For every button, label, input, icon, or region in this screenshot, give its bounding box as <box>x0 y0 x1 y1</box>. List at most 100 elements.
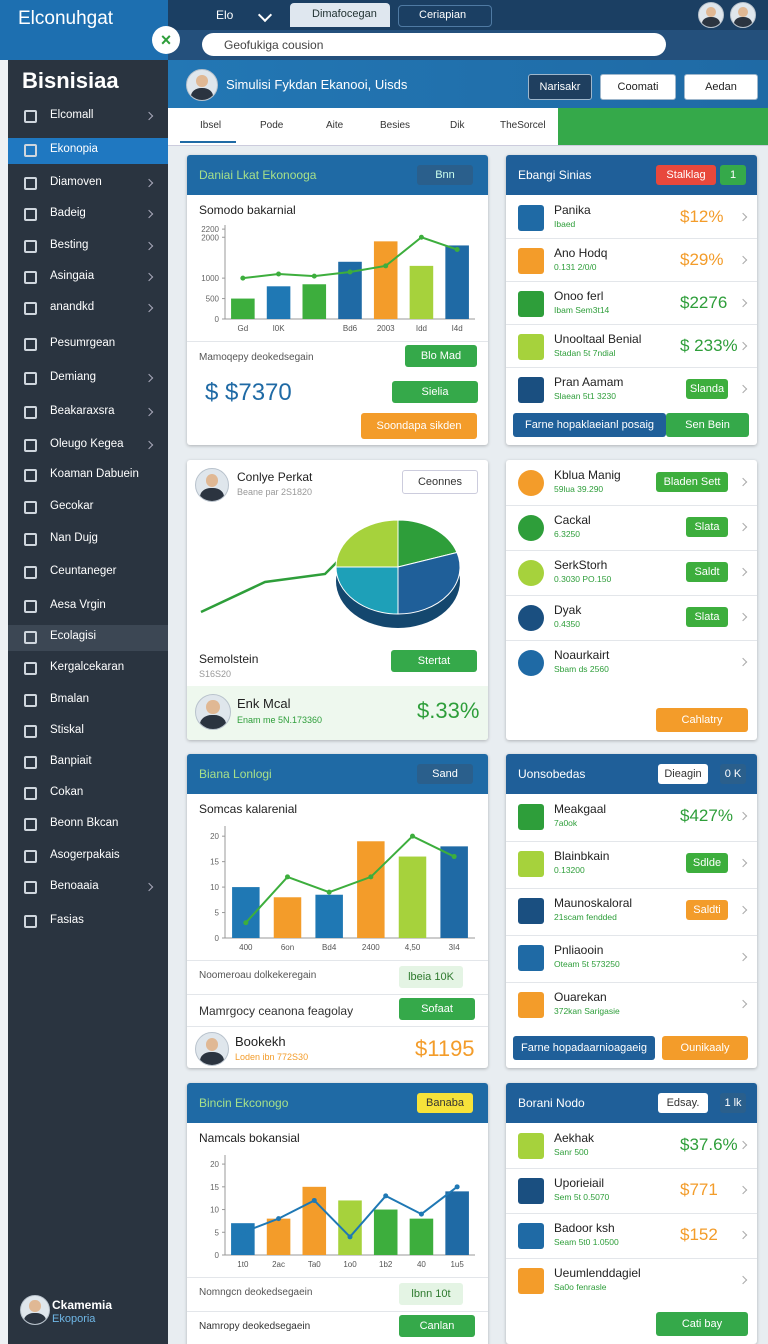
row-label: Nomngcn deokedsegaein <box>199 1287 313 1298</box>
sidebar-item[interactable]: Beonn Bkcan <box>8 812 168 838</box>
sidebar-item[interactable]: Kergalcekaran <box>8 656 168 682</box>
button[interactable]: Stertat <box>391 650 477 672</box>
tab-label: Dik <box>450 120 465 131</box>
button[interactable]: Farne hopaklaeianl posaig <box>513 413 666 437</box>
button[interactable]: Narisakr <box>528 74 592 100</box>
button[interactable]: Banaba <box>417 1093 473 1113</box>
button[interactable]: 0 K <box>720 764 746 784</box>
avatar-face <box>706 6 716 17</box>
sidebar-item[interactable]: Stiskal <box>8 719 168 745</box>
tab-label: Aite <box>326 120 344 131</box>
separator <box>187 960 488 961</box>
sidebar-icon <box>24 240 37 253</box>
button[interactable]: Sand <box>417 764 473 784</box>
value: $.33% <box>417 698 480 723</box>
sidebar-item[interactable]: Besting <box>8 234 168 260</box>
bar <box>373 1209 398 1255</box>
x-tick-label: Bd6 <box>343 324 358 333</box>
button[interactable]: lbnn 10t <box>399 1283 463 1305</box>
sidebar-item[interactable]: Banpiait <box>8 750 168 776</box>
sidebar-item[interactable]: Oleugo Kegea <box>8 433 168 459</box>
button[interactable]: Cahlatry <box>656 708 748 732</box>
sidebar-item[interactable]: Benoaaia <box>8 875 168 901</box>
button[interactable]: Slanda <box>686 379 728 399</box>
button[interactable]: Cati bay <box>656 1312 748 1336</box>
bar <box>440 846 468 938</box>
button[interactable]: Saldti <box>686 900 728 920</box>
sidebar-item[interactable]: Ceuntaneger <box>8 560 168 586</box>
button[interactable]: Ceonnes <box>402 470 478 494</box>
tab[interactable]: Pode <box>240 112 296 141</box>
button[interactable]: Sdlde <box>686 853 728 873</box>
sidebar-item[interactable]: Nan Dujg <box>8 527 168 553</box>
button[interactable]: Canlan <box>399 1315 475 1337</box>
tab[interactable]: TheSorcel <box>480 112 558 141</box>
card-header: Ebangi Sinias Stalklag 1 <box>506 155 757 195</box>
sidebar-item[interactable]: Gecokar <box>8 495 168 521</box>
sidebar-item[interactable]: Ekonopia <box>8 138 168 164</box>
chevron <box>144 440 154 450</box>
button[interactable]: Saldt <box>686 562 728 582</box>
tab-accent <box>558 108 768 145</box>
button[interactable]: Bladen Sett <box>656 472 728 492</box>
sidebar-label: Beakaraxsra <box>50 405 115 417</box>
button[interactable]: 1 lk <box>720 1093 746 1113</box>
sidebar-label: Diamoven <box>50 176 102 188</box>
sidebar-item[interactable]: Demiang <box>8 366 168 392</box>
sidebar-item[interactable]: Cokan <box>8 781 168 807</box>
button[interactable]: Sen Bein <box>666 413 749 437</box>
button[interactable]: Soondapa sikden <box>361 413 477 439</box>
item-sub: 0.3030 PO.150 <box>554 574 612 584</box>
line-point <box>243 920 249 926</box>
button[interactable]: 1 <box>720 165 746 185</box>
sidebar-item[interactable]: Fasias <box>8 909 168 935</box>
button[interactable]: Stalklag <box>656 165 716 185</box>
separator <box>187 341 488 342</box>
item-icon <box>518 1133 544 1159</box>
button[interactable]: Aedan <box>684 74 758 100</box>
sidebar-item[interactable]: Pesumrgean <box>8 332 168 358</box>
line-point <box>276 1216 282 1222</box>
button[interactable]: Bnn <box>417 165 473 185</box>
card: Daniai Lkat Ekonooga Bnn Somodo bakarnial 0… <box>187 155 488 445</box>
sidebar-item[interactable]: Asogerpakais <box>8 844 168 870</box>
button[interactable]: Edsay. <box>658 1093 708 1113</box>
line-point <box>347 1234 353 1240</box>
item-value: $12% <box>680 207 724 226</box>
sidebar-item[interactable]: Diamoven <box>8 171 168 197</box>
sidebar-item[interactable]: Bmalan <box>8 688 168 714</box>
item-sub: Sbam ds 2560 <box>554 664 609 674</box>
sidebar-item[interactable]: Koaman Dabuein <box>8 463 168 489</box>
line-point <box>418 234 424 240</box>
sidebar-item[interactable]: anandkd <box>8 296 168 322</box>
sidebar-item[interactable]: Ecolagisi <box>8 625 168 651</box>
sidebar-item[interactable]: Beakaraxsra <box>8 400 168 426</box>
avatar <box>186 69 218 101</box>
sidebar-item[interactable]: Asingaia <box>8 265 168 291</box>
tab[interactable]: Ibsel <box>180 112 236 143</box>
chevron <box>738 341 748 351</box>
tab[interactable]: Aite <box>306 112 362 141</box>
button[interactable]: Blo Mad <box>405 345 477 367</box>
button[interactable]: Sofaat <box>399 998 475 1020</box>
row-label: Noomeroau dolkekeregain <box>199 970 317 981</box>
button[interactable]: Sielia <box>392 381 478 403</box>
row-label: Namropy deokedsegaein <box>199 1321 311 1332</box>
button[interactable]: Farne hopadaarnioagaeig <box>513 1036 655 1060</box>
button[interactable]: Slata <box>686 517 728 537</box>
sidebar-item[interactable]: Badeig <box>8 202 168 228</box>
sidebar-item[interactable]: Elcomall <box>8 104 168 130</box>
button[interactable]: Slata <box>686 607 728 627</box>
tab[interactable]: Dik <box>430 112 486 141</box>
button[interactable]: Coomati <box>600 74 676 100</box>
button[interactable]: lbeia 10K <box>399 966 463 988</box>
y-tick-label: 0 <box>215 934 220 943</box>
separator <box>506 595 757 596</box>
sidebar-item[interactable]: Aesa Vrgin <box>8 594 168 620</box>
card-header: Daniai Lkat Ekonooga Bnn <box>187 155 488 195</box>
button[interactable]: Ounikaaly <box>662 1036 748 1060</box>
tab[interactable]: Besies <box>360 112 416 141</box>
chart: 0 5 10 15 20 1t0 2ac Ta0 1o0 1b2 40 1u5 <box>210 1155 475 1269</box>
item-title: Pnliaooin <box>554 943 604 957</box>
button[interactable]: Dieagin <box>658 764 708 784</box>
